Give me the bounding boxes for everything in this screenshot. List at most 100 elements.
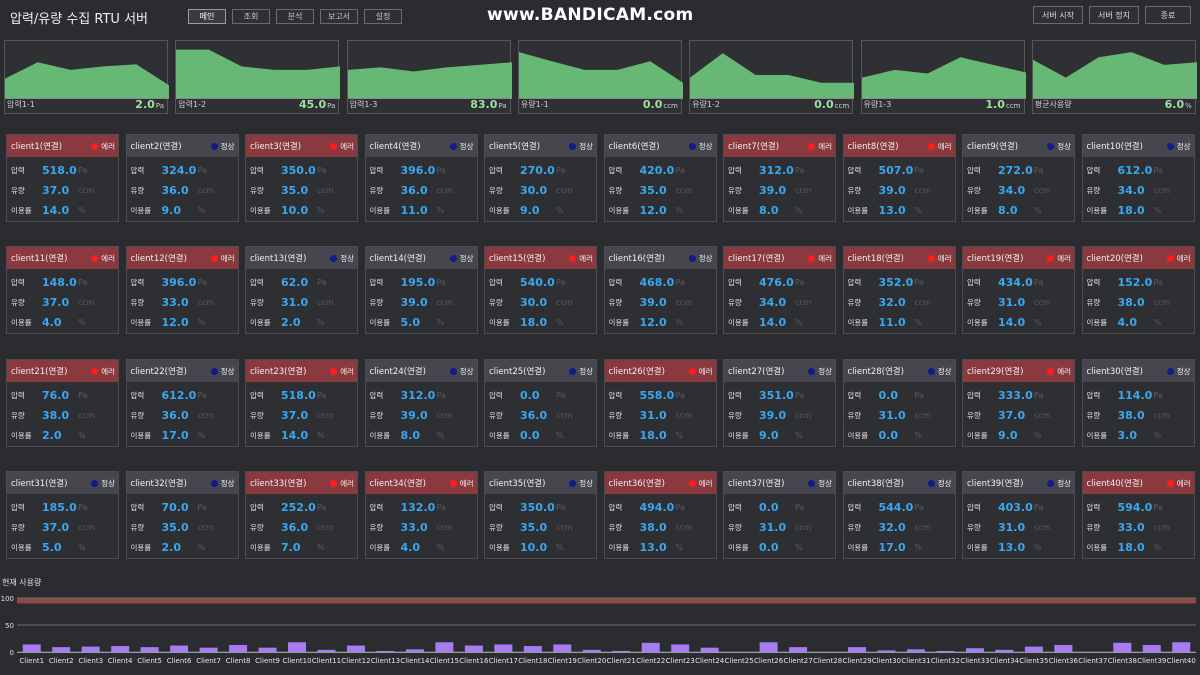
stop-server-button[interactable]: 서버 정지 (1089, 6, 1139, 24)
status-label: 정상 (220, 366, 235, 376)
client-card[interactable]: client18(연결) 에러 압력 352.0 Pa 유량 32.0 ccm 이용률 11.0% (842, 246, 956, 334)
client-card-header: client14(연결) 정상 (365, 247, 477, 269)
nav-button-0[interactable]: 메인 (188, 9, 226, 24)
client-card[interactable]: client32(연결) 정상 압력 70.0 Pa 유량 35.0 ccm 이용률 2.0% (125, 471, 239, 559)
client-card[interactable]: client21(연결) 에러 압력 76.0 Pa 유량 38.0 ccm 이용률 2.0% (6, 359, 119, 447)
metric-label: 유량 (847, 297, 862, 307)
client-card[interactable]: client6(연결) 정상 압력 420.0 Pa 유량 35.0 ccm 이용률 12.0% (603, 134, 717, 222)
metric-value: 36.0 (161, 408, 189, 422)
nav-button-3[interactable]: 보고서 (320, 9, 358, 24)
metric-label: 이용률 (11, 430, 32, 440)
metric-value: 396.0 (400, 163, 436, 177)
client-card[interactable]: client25(연결) 정상 압력 0.0 Pa 유량 36.0 ccm 이용률 0.0% (484, 359, 597, 447)
client-card[interactable]: client28(연결) 정상 압력 0.0 Pa 유량 31.0 ccm 이용률 0.0% (842, 359, 956, 447)
metric-value: 35.0 (520, 520, 548, 534)
client-name: client25(연결) (489, 367, 546, 377)
client-card[interactable]: client30(연결) 정상 압력 114.0 Pa 유량 38.0 ccm 이용률 3.0% (1081, 359, 1195, 447)
client-name: client33(연결) (250, 479, 307, 489)
metric-unit: % (78, 430, 86, 440)
metric-row-pressure: 압력 0.0 Pa (848, 388, 952, 402)
client-card[interactable]: client31(연결) 정상 압력 185.0 Pa 유량 37.0 ccm 이용률 5.0% (6, 471, 119, 559)
nav-button-1[interactable]: 조회 (232, 9, 270, 24)
client-card[interactable]: client17(연결) 에러 압력 476.0 Pa 유량 34.0 ccm 이용률 14.0% (723, 246, 836, 334)
client-card[interactable]: client36(연결) 에러 압력 494.0 Pa 유량 38.0 ccm 이용률 13.0% (603, 471, 717, 559)
client-name: client27(연결) (728, 367, 785, 377)
client-card[interactable]: client3(연결) 에러 압력 350.0 Pa 유량 35.0 ccm 이용률 10.0% (245, 134, 358, 222)
metric-row-flow: 유량 32.0 ccm (848, 295, 952, 309)
metric-label: 이용률 (11, 205, 32, 215)
client-card[interactable]: client24(연결) 정상 압력 312.0 Pa 유량 39.0 ccm 이용률 8.0% (364, 359, 478, 447)
status-label: 에러 (1176, 478, 1191, 488)
metric-label: 압력 (130, 390, 145, 400)
metric-row-flow: 유량 37.0 ccm (967, 408, 1071, 422)
client-card[interactable]: client34(연결) 에러 압력 132.0 Pa 유량 33.0 ccm 이용률 4.0% (364, 471, 478, 559)
client-card[interactable]: client11(연결) 에러 압력 148.0 Pa 유량 37.0 ccm 이용률 4.0% (6, 246, 119, 334)
client-card[interactable]: client8(연결) 에러 압력 507.0 Pa 유량 39.0 ccm 이용률 13.0% (842, 134, 956, 222)
metric-value: 36.0 (520, 408, 548, 422)
metric-row-flow: 유량 31.0 ccm (609, 408, 713, 422)
status-label: 에러 (459, 478, 474, 488)
client-card[interactable]: client38(연결) 정상 압력 544.0 Pa 유량 32.0 ccm 이용률 17.0% (842, 471, 956, 559)
client-card[interactable]: client13(연결) 정상 압력 62.0 Pa 유량 31.0 ccm 이용률 2.0% (245, 246, 358, 334)
metric-row-pressure: 압력 70.0 Pa (131, 500, 235, 514)
nav-button-4[interactable]: 설정 (364, 9, 402, 24)
client-card[interactable]: client12(연결) 에러 압력 396.0 Pa 유량 33.0 ccm 이용률 12.0% (125, 246, 239, 334)
client-card[interactable]: client20(연결) 에러 압력 152.0 Pa 유량 38.0 ccm 이용률 4.0% (1081, 246, 1195, 334)
metric-value: 35.0 (281, 183, 309, 197)
exit-button[interactable]: 종료 (1145, 6, 1191, 24)
start-server-button[interactable]: 서버 시작 (1033, 6, 1083, 24)
client-name: client31(연결) (11, 479, 68, 489)
metric-unit: % (556, 542, 564, 552)
metric-value: 0.0 (520, 388, 540, 402)
metric-label: 압력 (967, 165, 981, 175)
metric-label: 압력 (967, 502, 981, 512)
nav-button-2[interactable]: 분석 (276, 9, 314, 24)
client-card[interactable]: client39(연결) 정상 압력 403.0 Pa 유량 31.0 ccm 이용률 13.0% (962, 471, 1075, 559)
client-card-header: client31(연결) 정상 (7, 472, 118, 494)
metric-value: 36.0 (400, 183, 428, 197)
client-card[interactable]: client14(연결) 정상 압력 195.0 Pa 유량 39.0 ccm 이용률 5.0% (364, 246, 478, 334)
client-card[interactable]: client35(연결) 정상 압력 350.0 Pa 유량 35.0 ccm 이용률 10.0% (484, 471, 597, 559)
metric-value: 7.0 (281, 540, 301, 554)
client-card[interactable]: client15(연결) 에러 압력 540.0 Pa 유량 30.0 ccm 이용률 18.0% (484, 246, 597, 334)
metric-value: 114.0 (1117, 388, 1153, 402)
client-card[interactable]: client37(연결) 정상 압력 0.0 Pa 유량 31.0 ccm 이용률 0.0% (723, 471, 836, 559)
client-card[interactable]: client22(연결) 정상 압력 612.0 Pa 유량 36.0 ccm 이용률 17.0% (125, 359, 239, 447)
client-card[interactable]: client26(연결) 에러 압력 558.0 Pa 유량 31.0 ccm 이용률 18.0% (603, 359, 717, 447)
trend-fill (1032, 52, 1197, 98)
client-card[interactable]: client5(연결) 정상 압력 270.0 Pa 유량 30.0 ccm 이용률 9.0% (484, 134, 597, 222)
client-card[interactable]: client4(연결) 정상 압력 396.0 Pa 유량 36.0 ccm 이용률 11.0% (364, 134, 478, 222)
client-card[interactable]: client7(연결) 에러 압력 312.0 Pa 유량 39.0 ccm 이용률 8.0% (723, 134, 836, 222)
client-card[interactable]: client1(연결) 에러 압력 518.0 Pa 유량 37.0 ccm 이용률 14.0% (6, 134, 119, 222)
client-card[interactable]: client2(연결) 정상 압력 324.0 Pa 유량 36.0 ccm 이용률 9.0% (125, 134, 239, 222)
trend-value: 0.0 (642, 98, 663, 111)
client-card[interactable]: client10(연결) 정상 압력 612.0 Pa 유량 34.0 ccm 이용률 18.0% (1081, 134, 1195, 222)
metric-row-pressure: 압력 272.0 Pa (967, 163, 1071, 177)
client-card[interactable]: client16(연결) 정상 압력 468.0 Pa 유량 39.0 ccm 이용률 12.0% (603, 246, 717, 334)
trend-fill (5, 62, 169, 98)
metric-value: 5.0 (42, 540, 62, 554)
client-card[interactable]: client23(연결) 에러 압력 518.0 Pa 유량 37.0 ccm 이용률 14.0% (245, 359, 358, 447)
client-card-header: client22(연결) 정상 (126, 360, 238, 382)
metric-row-pressure: 압력 476.0 Pa (728, 275, 832, 289)
metric-unit: % (78, 542, 86, 552)
client-card[interactable]: client9(연결) 정상 압력 272.0 Pa 유량 34.0 ccm 이용률 8.0% (962, 134, 1075, 222)
client-card-header: client29(연결) 에러 (963, 360, 1074, 382)
status-dot-icon (210, 142, 218, 150)
metric-label: 압력 (1086, 502, 1101, 512)
usage-bar (288, 642, 307, 652)
status-dot-icon (808, 479, 816, 487)
metric-unit: ccm (317, 185, 334, 195)
client-card[interactable]: client40(연결) 에러 압력 594.0 Pa 유량 33.0 ccm 이용률 18.0% (1081, 471, 1195, 559)
client-card[interactable]: client19(연결) 에러 압력 434.0 Pa 유량 31.0 ccm 이용률 14.0% (962, 246, 1075, 334)
trend-value-block: 1.0ccm (985, 98, 1020, 111)
client-card[interactable]: client33(연결) 에러 압력 252.0 Pa 유량 36.0 ccm 이용률 7.0% (245, 471, 358, 559)
x-tick-label: Client35 (1019, 657, 1048, 665)
status-label: 정상 (579, 478, 593, 488)
client-card[interactable]: client29(연결) 에러 압력 333.0 Pa 유량 37.0 ccm 이용률 9.0% (962, 359, 1075, 447)
metric-value: 36.0 (161, 183, 189, 197)
x-tick-label: Client8 (226, 657, 251, 665)
metric-row-pressure: 압력 324.0 Pa (131, 163, 235, 177)
client-card[interactable]: client27(연결) 정상 압력 351.0 Pa 유량 39.0 ccm 이용률 9.0% (723, 359, 836, 447)
metric-unit: % (556, 430, 564, 440)
